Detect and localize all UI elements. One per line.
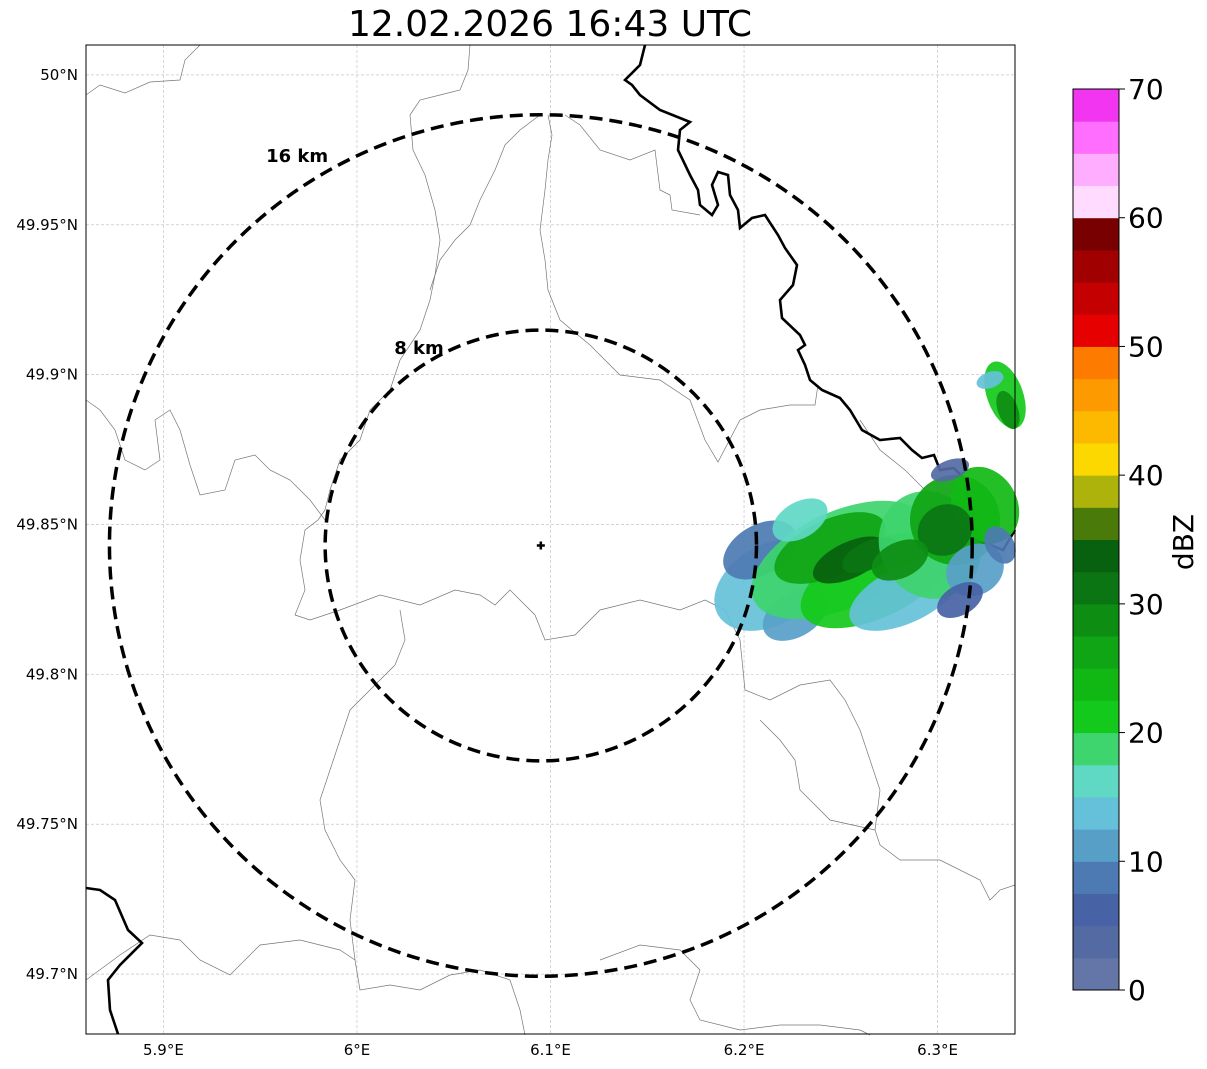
colorbar-segment bbox=[1073, 507, 1119, 540]
colorbar-segment bbox=[1073, 571, 1119, 605]
echo-cell bbox=[996, 390, 1020, 430]
lat-tick-label: 49.95°N bbox=[16, 216, 78, 234]
colorbar-segment bbox=[1073, 89, 1119, 122]
commune-boundary bbox=[319, 609, 526, 1036]
colorbar-segment bbox=[1073, 925, 1119, 959]
colorbar-segment bbox=[1073, 282, 1119, 315]
colorbar-segment bbox=[1073, 764, 1119, 798]
colorbar: 0 10 20 30 40 50 60 70 bbox=[1072, 73, 1164, 1007]
colorbar-segment bbox=[1073, 668, 1119, 701]
colorbar-tick-label: 40 bbox=[1128, 459, 1164, 492]
lon-tick-label: 6.2°E bbox=[724, 1041, 765, 1059]
echo-cell bbox=[917, 504, 973, 556]
colorbar-tick-label: 20 bbox=[1128, 717, 1164, 750]
lon-tick-label: 6.3°E bbox=[917, 1041, 958, 1059]
colorbar-tick-label: 70 bbox=[1128, 73, 1164, 106]
colorbar-tick-label: 50 bbox=[1128, 330, 1164, 363]
lat-tick-label: 49.7°N bbox=[26, 965, 78, 983]
colorbar-tick-label: 10 bbox=[1128, 845, 1164, 878]
colorbar-segment bbox=[1073, 603, 1119, 637]
commune-boundary bbox=[759, 719, 876, 831]
colorbar-segment bbox=[1073, 796, 1119, 830]
colorbar-segment bbox=[1073, 153, 1119, 187]
colorbar-segment bbox=[1073, 410, 1119, 444]
range-ring-label: 8 km bbox=[394, 338, 444, 359]
map-plot-area: 8 km 16 km bbox=[85, 44, 1026, 1036]
echo-cell bbox=[930, 458, 970, 482]
colorbar-segment bbox=[1073, 636, 1119, 669]
radar-site-marker bbox=[536, 541, 545, 550]
echo-cell bbox=[946, 543, 1004, 597]
range-ring-label: 16 km bbox=[266, 146, 328, 167]
range-ring bbox=[323, 328, 759, 763]
map-title: 12.02.2026 16:43 UTC bbox=[347, 4, 753, 45]
colorbar-frame bbox=[1072, 88, 1120, 991]
echo-cell bbox=[871, 539, 929, 581]
commune-boundary bbox=[724, 609, 1016, 901]
colorbar-segment bbox=[1073, 346, 1119, 380]
range-ring bbox=[107, 112, 974, 978]
colorbar-segment bbox=[1073, 957, 1119, 991]
colorbar-segment bbox=[1073, 475, 1119, 508]
national-border bbox=[622, 44, 1017, 552]
commune-boundary bbox=[294, 44, 726, 641]
commune-boundary bbox=[564, 114, 701, 216]
colorbar-segment bbox=[1073, 829, 1119, 862]
national-border bbox=[85, 886, 144, 1035]
lat-tick-label: 49.75°N bbox=[16, 815, 78, 833]
colorbar-segment bbox=[1073, 700, 1119, 734]
colorbar-tick-label: 60 bbox=[1128, 202, 1164, 235]
echo-cell bbox=[976, 371, 1004, 389]
colorbar-tick-label: 30 bbox=[1128, 588, 1164, 621]
map-frame bbox=[85, 44, 1016, 1035]
commune-boundary bbox=[85, 44, 201, 96]
colorbar-segment bbox=[1073, 539, 1119, 573]
commune-boundary bbox=[539, 114, 819, 463]
colorbar-tick-label: 0 bbox=[1128, 974, 1146, 1007]
lat-tick-label: 49.9°N bbox=[26, 366, 78, 384]
colorbar-label: dBZ bbox=[1167, 514, 1200, 570]
lat-tick-label: 50°N bbox=[40, 66, 78, 84]
colorbar-segment bbox=[1073, 121, 1119, 154]
lon-tick-label: 5.9°E bbox=[143, 1041, 184, 1059]
axis-ticks: 5.9°E 6°E 6.1°E 6.2°E 6.3°E 50°N 49.95°N 49.9°N… bbox=[16, 66, 958, 1059]
colorbar-segment bbox=[1073, 732, 1119, 766]
colorbar-segment bbox=[1073, 217, 1119, 251]
echo-cell bbox=[984, 526, 1016, 564]
map-borders bbox=[85, 44, 1017, 1036]
colorbar-segment bbox=[1073, 249, 1119, 283]
lon-tick-label: 6.1°E bbox=[530, 1041, 571, 1059]
colorbar-segment bbox=[1073, 893, 1119, 927]
commune-boundary bbox=[85, 934, 356, 981]
commune-boundary bbox=[599, 944, 871, 1036]
commune-boundary bbox=[85, 399, 326, 521]
range-rings: 8 km 16 km bbox=[107, 112, 974, 978]
echo-cell bbox=[774, 512, 886, 584]
lon-tick-label: 6°E bbox=[344, 1041, 371, 1059]
commune-boundary bbox=[429, 114, 541, 291]
colorbar-segment bbox=[1073, 861, 1119, 894]
colorbar-segment bbox=[1073, 314, 1119, 347]
colorbar-segment bbox=[1073, 442, 1119, 476]
lat-tick-label: 49.8°N bbox=[26, 665, 78, 683]
echo-cell bbox=[772, 498, 828, 542]
colorbar-segment bbox=[1073, 378, 1119, 412]
colorbar-segment bbox=[1073, 185, 1119, 219]
lat-tick-label: 49.85°N bbox=[16, 516, 78, 534]
